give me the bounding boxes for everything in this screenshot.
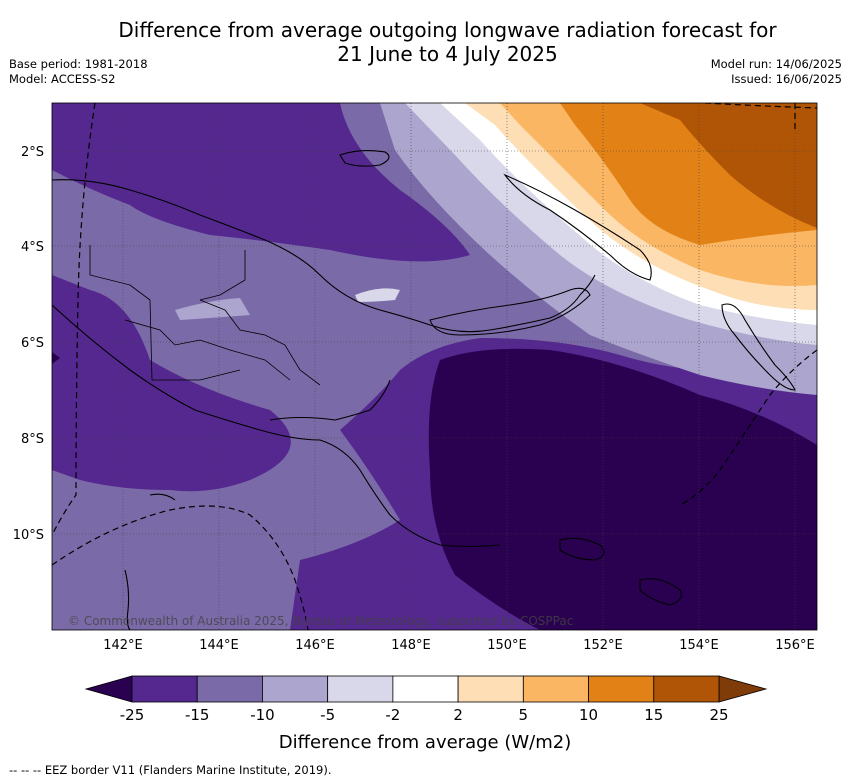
lon-label: 142°E (103, 638, 143, 653)
map-frame (51, 102, 818, 631)
colorbar-swatch (522, 675, 589, 703)
colorbar-tick-label: -2 (385, 706, 400, 724)
border-line-1 (89, 245, 241, 381)
title-line-2: 21 June to 4 July 2025 (337, 42, 558, 66)
meta-left: Base period: 1981-2018 Model: ACCESS-S2 (9, 57, 148, 87)
map-area: © Commonwealth of Australia 2025, Bureau… (52, 103, 817, 630)
north-coast-line (52, 179, 596, 333)
model-run-text: Model run: 14/06/2025 (710, 57, 842, 71)
eez-footnote: -- -- -- EEZ border V11 (Flanders Marine… (9, 763, 332, 777)
band-plus15-25 (640, 103, 817, 228)
graticule (52, 103, 817, 630)
copyright-text: © Commonwealth of Australia 2025, Bureau… (68, 614, 573, 628)
colorbar-tick-label: -5 (320, 706, 335, 724)
chart-title: Difference from average outgoing longwav… (0, 18, 850, 66)
band-minus2-5 (405, 103, 817, 345)
colorbar-tick-label: -15 (185, 706, 210, 724)
colorbar-swatch (588, 675, 655, 703)
lat-labels: 2°S 4°S 6°S 8°S 10°S (13, 145, 44, 543)
colorbar-swatch (131, 675, 198, 703)
colorbar-swatch (327, 675, 394, 703)
title-line-1: Difference from average outgoing longwav… (118, 18, 777, 42)
eez-south (52, 505, 309, 630)
colorbar-tick-label: 10 (579, 706, 598, 724)
new-britain-outline (429, 287, 591, 336)
lon-label: 156°E (775, 638, 815, 653)
lat-label: 10°S (13, 528, 44, 543)
lat-label: 6°S (21, 336, 44, 351)
lat-label: 2°S (21, 145, 44, 160)
colorbar-swatch (196, 675, 263, 703)
lon-label: 152°E (583, 638, 623, 653)
band-minus15-25-west (52, 275, 291, 492)
colorbar-tick-label: 15 (644, 706, 663, 724)
lon-labels: 142°E 144°E 146°E 148°E 150°E 152°E 154°… (103, 638, 815, 653)
eez-northeast (704, 103, 817, 109)
lon-label: 150°E (487, 638, 527, 653)
colorbar-swatch (392, 675, 459, 703)
base-period-text: Base period: 1981-2018 (9, 57, 148, 71)
colorbar-tick-label: 5 (519, 706, 529, 724)
colorbar-label: Difference from average (W/m2) (279, 732, 571, 753)
lon-label: 154°E (679, 638, 719, 653)
colorbar-swatches (131, 675, 720, 703)
cape-york-coast (124, 569, 131, 630)
lat-label: 4°S (21, 240, 44, 255)
meta-right: Model run: 14/06/2025 Issued: 16/06/2025 (711, 57, 842, 87)
colorbar-tick-label: 2 (453, 706, 463, 724)
islands-se-1 (559, 537, 605, 561)
colorbar-low-arrow (84, 675, 133, 703)
gulf-coast-line (269, 379, 391, 421)
lon-label: 146°E (295, 638, 335, 653)
eez-west (52, 103, 96, 536)
band-below-minus25 (428, 348, 817, 630)
eez-east (679, 349, 817, 506)
colorbar-tick-labels: -25 -15 -10 -5 -2 2 5 10 15 25 (120, 706, 729, 724)
islands-se-2 (639, 578, 682, 606)
border-line-3 (199, 299, 321, 386)
lon-label: 148°E (391, 638, 431, 653)
bougainville-outline (721, 303, 796, 391)
border-line-4 (199, 250, 246, 301)
colorbar-swatch (457, 675, 524, 703)
lon-label: 144°E (199, 638, 239, 653)
colorbar-tick-label: 25 (709, 706, 728, 724)
colorbar-tick-label: -10 (250, 706, 275, 724)
south-coast-line (52, 304, 501, 548)
model-text: Model: ACCESS-S2 (9, 72, 116, 86)
colorbar-tick-label: -25 (120, 706, 145, 724)
border-line-2 (124, 319, 291, 381)
patch-light (175, 298, 250, 320)
torres-islands (149, 493, 176, 501)
new-ireland-outline (503, 173, 652, 281)
patch-lighter (355, 288, 400, 302)
colorbar-swatch (653, 675, 720, 703)
issued-text: Issued: 16/06/2025 (731, 72, 842, 86)
manus-outline (339, 149, 390, 167)
lat-label: 8°S (21, 432, 44, 447)
colorbar-high-arrow (718, 675, 768, 703)
edge-marker (52, 352, 60, 364)
eez-borders (52, 103, 817, 630)
colorbar: -25 -15 -10 -5 -2 2 5 10 15 25 Difference from av… (84, 675, 768, 753)
coastlines (52, 149, 796, 630)
colorbar-swatch (262, 675, 329, 703)
band-minus15-25-north (52, 103, 470, 262)
